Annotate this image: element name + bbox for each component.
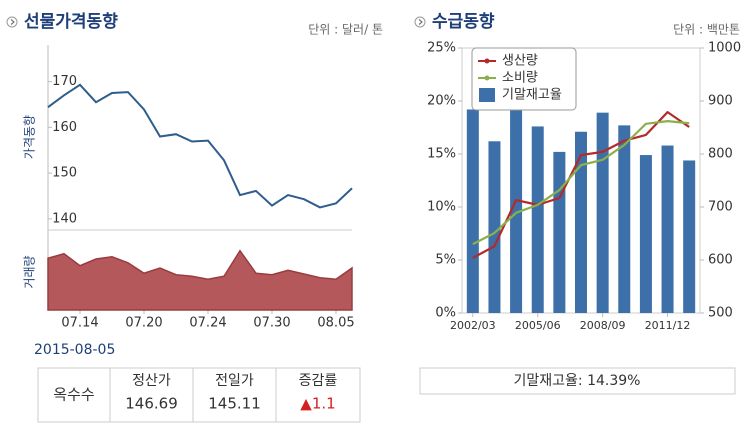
left-unit: 단위 : 달러/ 톤 bbox=[308, 23, 383, 37]
bar bbox=[553, 151, 566, 313]
bar bbox=[683, 160, 696, 313]
series-line bbox=[472, 111, 690, 259]
series-line bbox=[472, 120, 690, 246]
y-tick-label: 170 bbox=[52, 74, 77, 89]
bar bbox=[618, 125, 631, 313]
legend-label: 소비량 bbox=[502, 71, 538, 86]
y-tick-label: 25% bbox=[427, 41, 456, 56]
bar bbox=[510, 108, 523, 313]
x-tick-label: 07.30 bbox=[253, 316, 290, 331]
y-axis-label: 가격동향 bbox=[23, 115, 37, 159]
y-tick-label: 20% bbox=[427, 94, 456, 109]
x-tick-label: 2002/03 bbox=[450, 319, 496, 332]
y-tick-label: 150 bbox=[52, 166, 77, 181]
bar bbox=[466, 109, 479, 313]
footer-text: 기말재고율: 14.39% bbox=[514, 373, 641, 389]
bar bbox=[639, 155, 652, 313]
x-tick-label: 2008/09 bbox=[580, 319, 626, 332]
table-value: ▲1.1 bbox=[300, 395, 335, 413]
legend-label: 생산량 bbox=[502, 54, 538, 69]
bar bbox=[575, 131, 587, 313]
table-value: 146.69 bbox=[125, 395, 178, 413]
y2-tick-label: 800 bbox=[708, 147, 733, 162]
y2-tick-label: 1000 bbox=[708, 41, 741, 56]
y-tick-label: 140 bbox=[52, 211, 77, 226]
left-title: 선물가격동향 bbox=[24, 11, 118, 32]
footer-box bbox=[419, 367, 736, 395]
date: 2015-08-05 bbox=[34, 342, 115, 358]
y-axis-label: 거래량 bbox=[23, 255, 37, 288]
bullet-icon bbox=[6, 16, 18, 28]
y2-tick-label: 900 bbox=[708, 94, 733, 109]
x-tick-label: 07.20 bbox=[125, 316, 162, 331]
bar bbox=[596, 112, 609, 313]
table-product: 옥수수 bbox=[53, 386, 94, 404]
bar bbox=[661, 145, 674, 313]
y-tick-label: 0% bbox=[435, 306, 456, 321]
volume-area bbox=[47, 249, 353, 311]
legend-box bbox=[471, 47, 577, 111]
bullet-arrow bbox=[418, 19, 423, 25]
bar bbox=[488, 141, 501, 313]
table-frame bbox=[37, 367, 361, 423]
legend-swatch bbox=[479, 88, 495, 102]
x-tick-label: 07.14 bbox=[61, 316, 98, 331]
y2-tick-label: 500 bbox=[708, 306, 733, 321]
x-tick-label: 08.05 bbox=[317, 316, 354, 331]
y-tick-label: 5% bbox=[435, 253, 456, 268]
y-tick-label: 15% bbox=[427, 147, 456, 162]
legend-swatch-dot bbox=[484, 58, 490, 64]
right-title: 수급동향 bbox=[432, 11, 495, 32]
legend-swatch-dot bbox=[484, 75, 490, 81]
price-line bbox=[47, 83, 353, 209]
table-value: 145.11 bbox=[208, 395, 261, 413]
bullet-icon bbox=[414, 16, 426, 28]
table-header: 정산가 bbox=[132, 373, 171, 389]
x-tick-label: 2005/06 bbox=[515, 319, 561, 332]
y-tick-label: 10% bbox=[427, 200, 456, 215]
right-unit: 단위 : 백만톤 bbox=[673, 23, 740, 37]
table-header: 증감률 bbox=[299, 373, 338, 389]
bullet-arrow bbox=[10, 19, 15, 25]
bar bbox=[531, 126, 544, 313]
legend-label: 기말재고율 bbox=[502, 88, 562, 103]
y-tick-label: 160 bbox=[52, 120, 77, 135]
y2-tick-label: 600 bbox=[708, 253, 733, 268]
x-tick-label: 07.24 bbox=[189, 316, 226, 331]
table-header: 전일가 bbox=[215, 373, 254, 389]
y2-tick-label: 700 bbox=[708, 200, 733, 215]
x-tick-label: 2011/12 bbox=[645, 319, 691, 332]
